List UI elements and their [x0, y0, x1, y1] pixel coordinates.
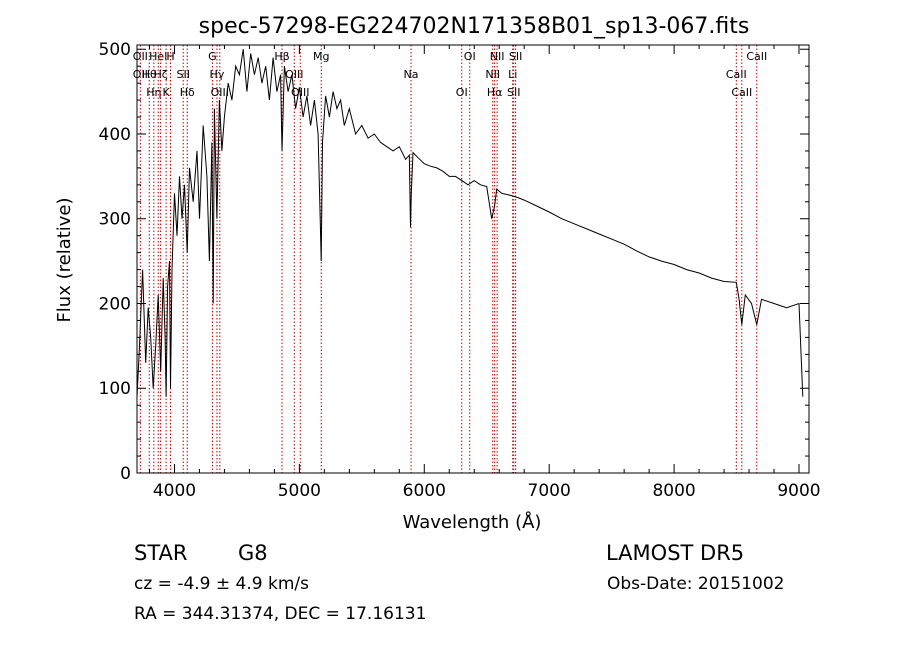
y-axis-label: Flux (relative): [54, 197, 75, 322]
x-tick-label: 8000: [652, 481, 695, 501]
x-tick-label: 4000: [153, 481, 196, 501]
y-axis: 0 100 200 300 400 500: [99, 40, 809, 484]
y-tick-label: 400: [99, 125, 131, 145]
y-tick-label: 300: [99, 210, 131, 230]
line-marker-label: OIII: [285, 68, 303, 81]
subclass: G8: [238, 541, 268, 565]
plot-frame: [136, 44, 810, 474]
line-marker-label: Na: [404, 68, 419, 81]
line-marker-label: CaII: [746, 50, 767, 63]
line-marker-label: CaII: [731, 86, 752, 99]
observation-date: Obs-Date: 20151002: [607, 574, 785, 594]
chart-title: spec-57298-EG224702N171358B01_sp13-067.f…: [199, 14, 750, 39]
line-marker-label: SII: [509, 50, 522, 63]
line-marker-label: OII: [133, 50, 148, 63]
line-marker-label: Hγ: [210, 68, 225, 81]
y-tick-label: 500: [99, 40, 131, 60]
line-marker-label: G: [208, 50, 217, 63]
line-marker-label: OIII: [211, 86, 229, 99]
spectral-line-markers: OIIOIIHθHηHeIHζKHSIIHδGHγOIIIHβOIIIOIIIM…: [133, 45, 767, 473]
line-marker-label: HeI: [149, 50, 167, 63]
line-marker-label: K: [162, 86, 170, 99]
line-marker-label: Hβ: [274, 50, 289, 63]
line-marker-label: Hζ: [153, 68, 167, 81]
line-marker-label: OI: [456, 86, 468, 99]
x-axis: 4000 5000 6000 7000 8000 9000: [148, 45, 821, 501]
line-marker-label: H: [166, 50, 174, 63]
line-marker-label: Li: [508, 68, 517, 81]
coordinates: RA = 344.31374, DEC = 17.16131: [134, 604, 427, 624]
redshift-velocity: cz = -4.9 ± 4.9 km/s: [134, 574, 309, 594]
x-tick-label: 5000: [278, 481, 321, 501]
line-marker-label: Hδ: [180, 86, 195, 99]
line-marker-label: SII: [507, 86, 520, 99]
line-marker-label: NII: [490, 50, 505, 63]
line-marker-label: Hα: [487, 86, 503, 99]
line-marker-label: SII: [176, 68, 189, 81]
y-tick-label: 0: [120, 464, 131, 484]
x-tick-label: 6000: [403, 481, 446, 501]
y-tick-label: 100: [99, 379, 131, 399]
line-marker-label: OI: [464, 50, 476, 63]
x-tick-label: 7000: [528, 481, 571, 501]
y-tick-label: 200: [99, 294, 131, 314]
object-class: STAR: [134, 541, 188, 565]
line-marker-label: Mg: [313, 50, 329, 63]
line-marker-label: NII: [485, 68, 500, 81]
survey-name: LAMOST DR5: [606, 541, 745, 565]
line-marker-label: CaII: [726, 68, 747, 81]
line-marker-label: Hη: [146, 86, 161, 99]
x-tick-label: 9000: [777, 481, 820, 501]
x-axis-label: Wavelength (Å): [403, 511, 542, 533]
line-marker-label: Hθ: [142, 68, 157, 81]
spectrum-line: [136, 49, 804, 397]
